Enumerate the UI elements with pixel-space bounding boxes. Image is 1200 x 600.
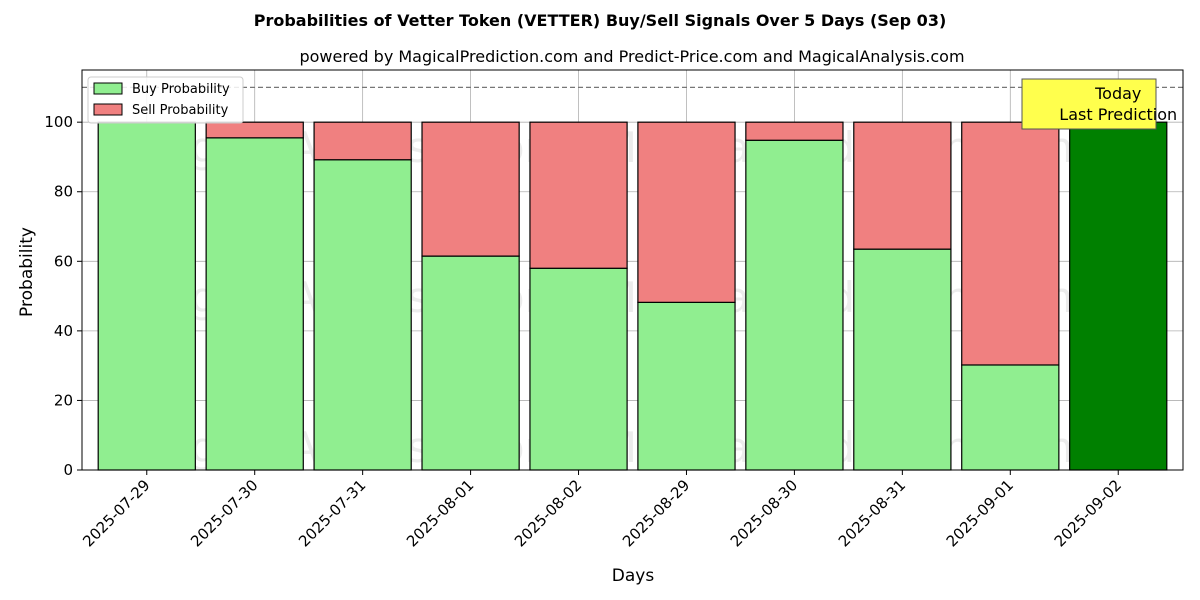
legend-label: Buy Probability xyxy=(132,82,230,97)
legend: Buy Probability Sell Probability xyxy=(87,76,244,124)
sell-bar xyxy=(961,121,1060,366)
buy-bar xyxy=(745,139,844,471)
y-tick-label: 80 xyxy=(54,183,73,201)
x-axis-label: Days xyxy=(612,566,655,586)
legend-box xyxy=(87,76,244,124)
sell-bar xyxy=(529,121,628,269)
y-tick-label: 20 xyxy=(54,391,73,409)
buy-bar xyxy=(205,137,304,471)
sell-bar xyxy=(205,121,304,139)
sell-bar xyxy=(853,121,952,250)
sell-bar xyxy=(313,121,412,161)
x-tick-label: 2025-07-30 xyxy=(187,476,261,550)
annotation-box xyxy=(1021,78,1157,130)
bars xyxy=(97,121,1168,471)
x-tick-label: 2025-07-31 xyxy=(295,476,369,550)
x-axis-ticks: 2025-07-29 2025-07-30 2025-07-31 2025-08-01… xyxy=(79,470,1125,550)
x-tick-label: 2025-09-02 xyxy=(1051,476,1125,550)
y-tick-label: 100 xyxy=(44,113,73,131)
x-tick-label: 2025-08-30 xyxy=(727,476,801,550)
y-tick-label: 60 xyxy=(54,252,73,270)
legend-swatch xyxy=(93,82,123,95)
legend-swatch xyxy=(93,103,123,116)
y-axis-ticks: 0 20 40 60 80 100 xyxy=(44,113,82,479)
legend-label: Sell Probability xyxy=(132,103,229,118)
buy-bar xyxy=(421,255,520,471)
x-tick-label: 2025-08-01 xyxy=(403,476,477,550)
x-tick-label: 2025-08-29 xyxy=(619,476,693,550)
buy-bar xyxy=(529,267,628,471)
buy-bar xyxy=(1069,121,1168,471)
x-tick-label: 2025-08-02 xyxy=(511,476,585,550)
chart-title: Probabilities of Vetter Token (VETTER) B… xyxy=(254,11,947,30)
y-axis-label: Probability xyxy=(17,227,37,317)
today-annotation: Today Last Prediction xyxy=(1021,78,1177,130)
annotation-text: Today xyxy=(1094,84,1141,103)
x-tick-label: 2025-08-31 xyxy=(835,476,909,550)
sell-bar xyxy=(745,121,844,141)
buy-bar xyxy=(853,248,952,471)
y-tick-label: 40 xyxy=(54,322,73,340)
y-tick-label: 0 xyxy=(63,461,73,479)
x-tick-label: 2025-09-01 xyxy=(943,476,1017,550)
annotation-text: Last Prediction xyxy=(1059,105,1177,124)
sell-bar xyxy=(637,121,736,303)
buy-bar xyxy=(97,121,196,471)
chart-subtitle: powered by MagicalPrediction.com and Pre… xyxy=(299,47,964,66)
buy-bar xyxy=(961,364,1060,471)
sell-bar xyxy=(421,121,520,257)
plot-frame xyxy=(81,69,1184,471)
x-tick-label: 2025-07-29 xyxy=(79,476,153,550)
buy-bar xyxy=(313,159,412,471)
buy-bar xyxy=(637,301,736,471)
